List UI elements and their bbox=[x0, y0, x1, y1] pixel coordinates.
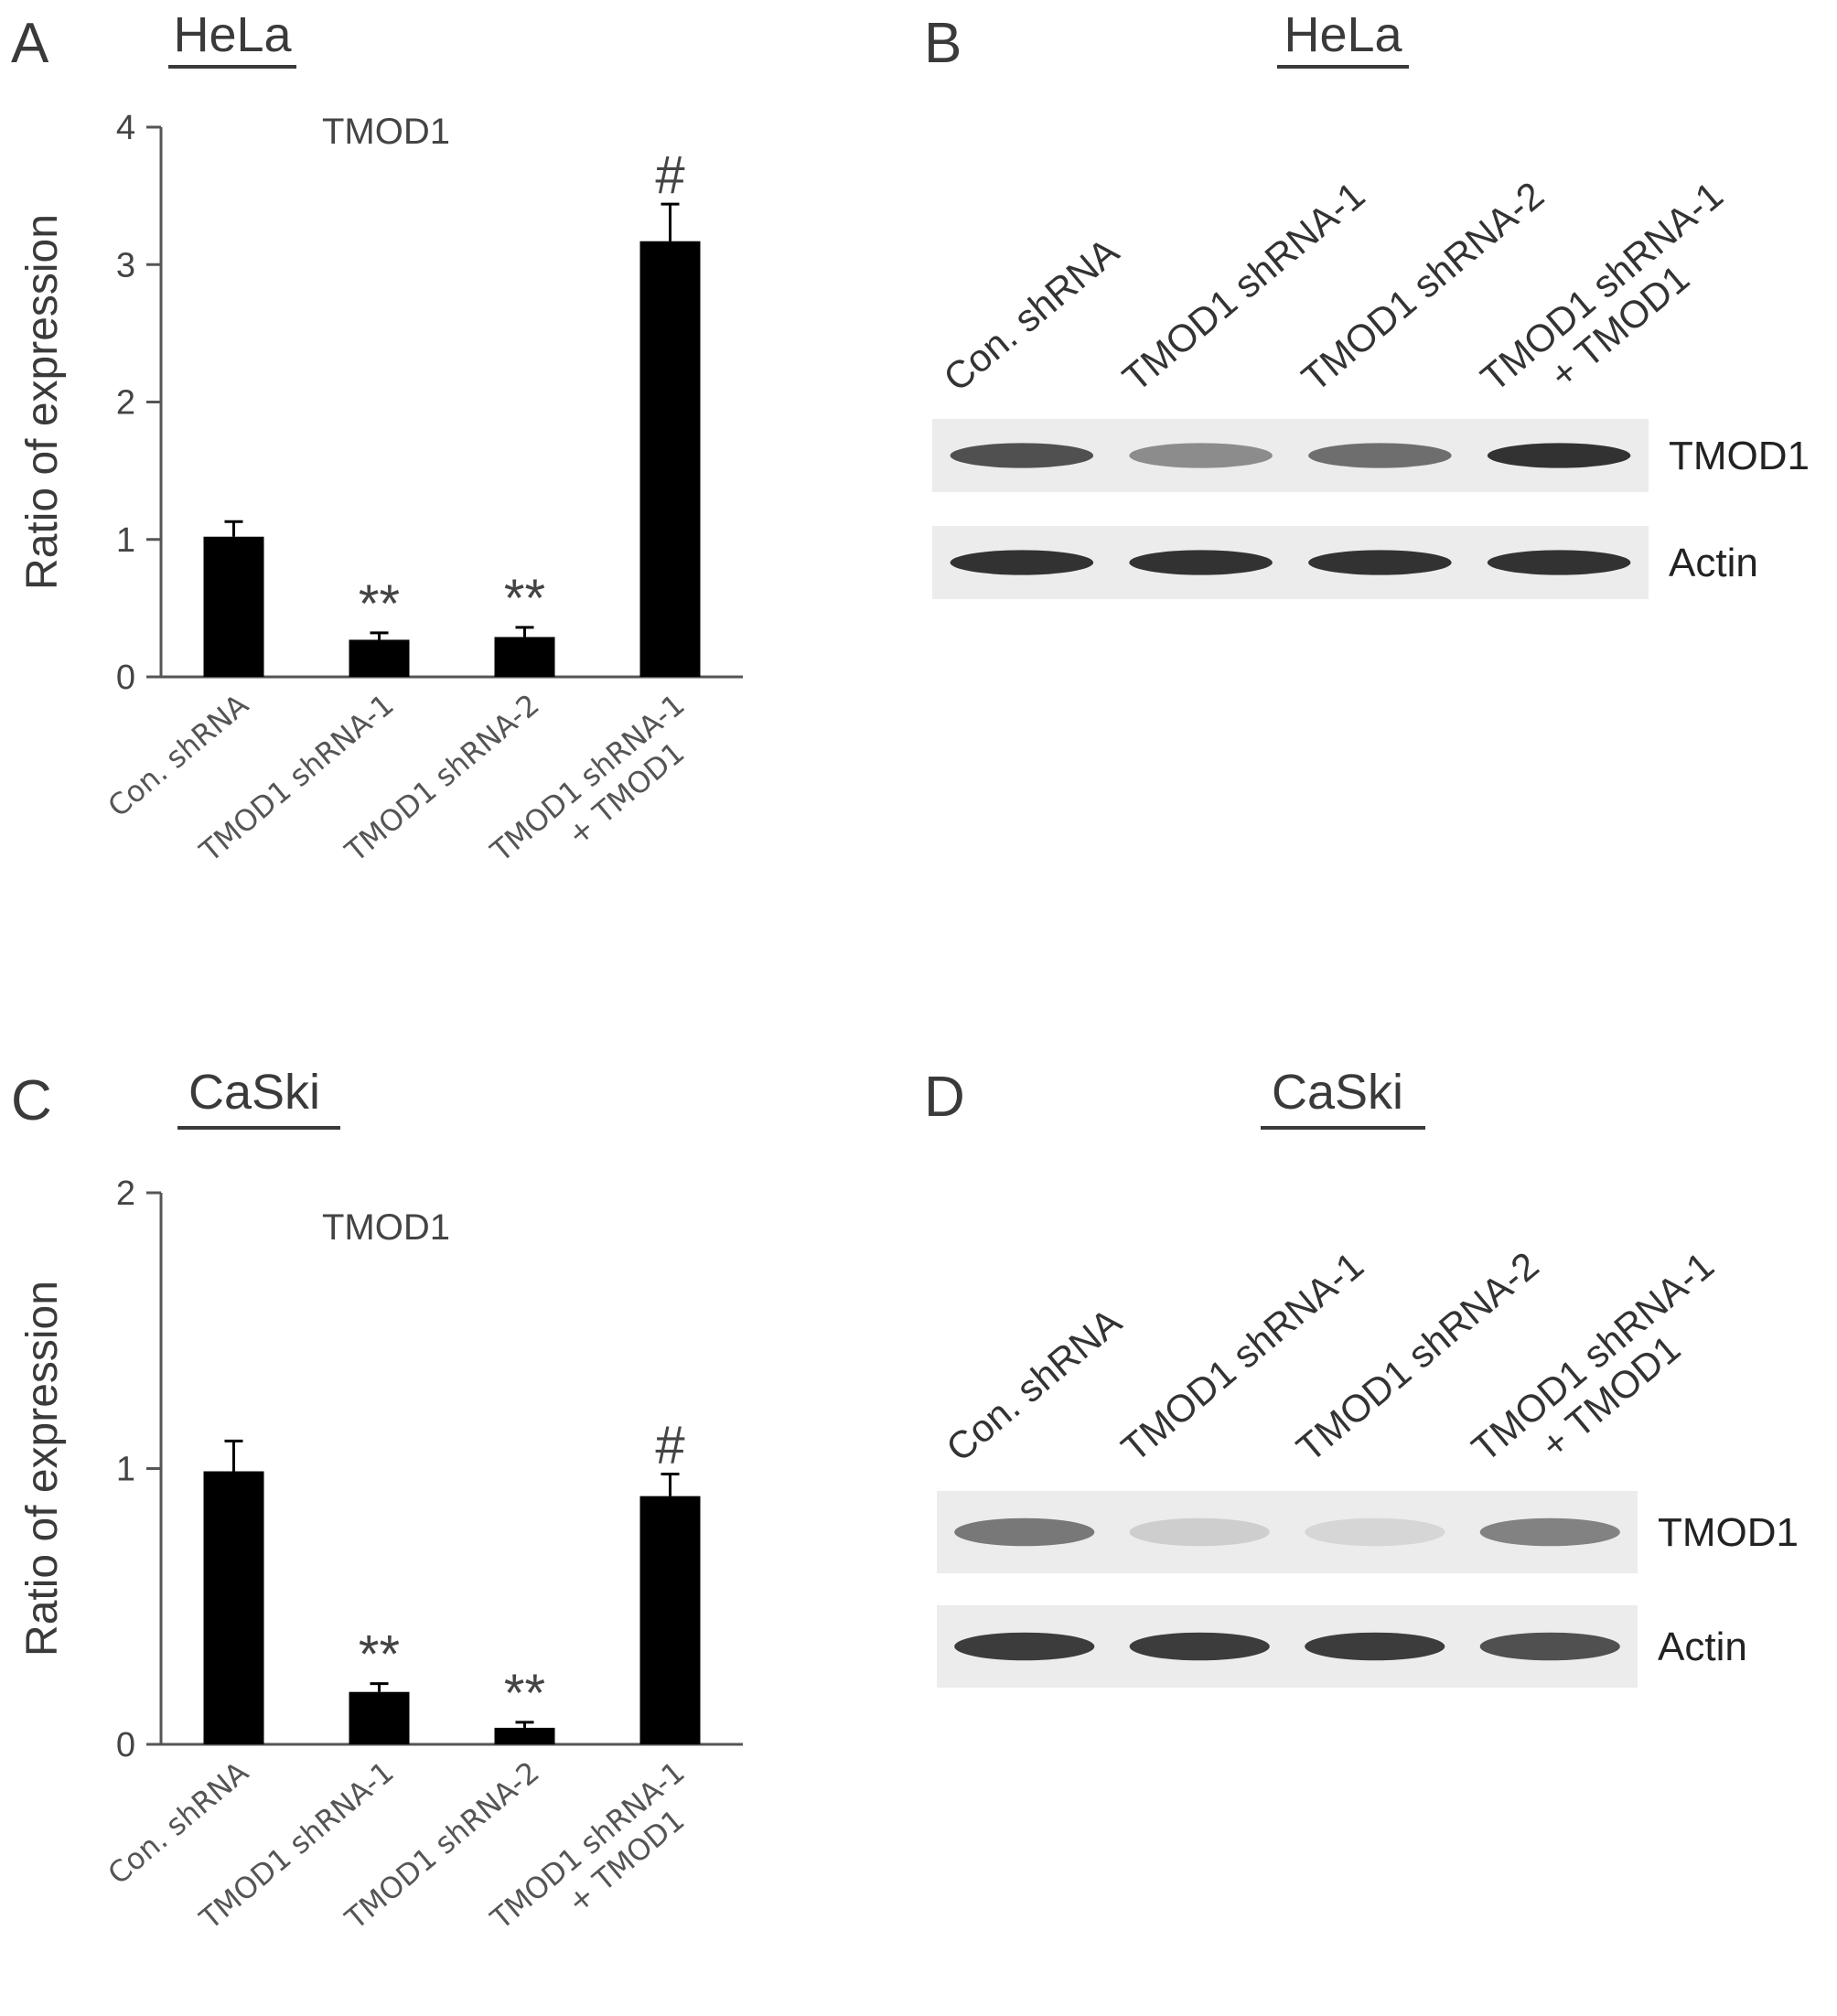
significance-marker: ** bbox=[504, 569, 545, 628]
bar bbox=[494, 1727, 555, 1744]
x-tick-label: Con. shRNA bbox=[102, 1754, 255, 1892]
significance-marker: ** bbox=[359, 574, 400, 634]
bar bbox=[639, 1496, 701, 1744]
blot-band bbox=[954, 1632, 1095, 1661]
bar bbox=[494, 637, 555, 677]
blot-row-label: Actin bbox=[1658, 1625, 1747, 1669]
panel-c-cell-line: CaSki bbox=[188, 1065, 320, 1120]
panel-a-cell-line: HeLa bbox=[173, 7, 292, 62]
significance-marker: # bbox=[655, 1416, 684, 1475]
blot-row-label: TMOD1 bbox=[1669, 434, 1810, 478]
panel-letter-d: D bbox=[924, 1066, 965, 1129]
blot-band bbox=[1305, 1517, 1445, 1547]
panel-letter-b: B bbox=[924, 12, 961, 75]
y-tick-label: 2 bbox=[116, 384, 135, 423]
chart-title: TMOD1 bbox=[322, 1207, 450, 1248]
y-axis-label: Ratio of expression bbox=[18, 214, 67, 590]
y-tick-label: 2 bbox=[116, 1174, 135, 1213]
blot-band bbox=[1487, 443, 1631, 468]
x-tick-label-line: Con. shRNA bbox=[102, 687, 255, 824]
y-tick-label: 0 bbox=[116, 659, 135, 697]
bar bbox=[349, 1691, 410, 1744]
blot-band bbox=[1305, 1632, 1445, 1661]
blot-band bbox=[1129, 1632, 1270, 1661]
lane-label: Con. shRNA bbox=[935, 230, 1126, 400]
blot-row-label: TMOD1 bbox=[1658, 1510, 1799, 1555]
blot-band bbox=[1308, 550, 1452, 575]
bar-chart-panel-a: 0 1 2 3 4 Ratio of expression TMOD1 Con. shRNA *… bbox=[18, 109, 743, 869]
blot-band bbox=[1129, 550, 1273, 575]
x-tick-label-line: Con. shRNA bbox=[102, 1754, 255, 1892]
blot-band bbox=[950, 550, 1094, 575]
panel-letter-c: C bbox=[11, 1069, 52, 1132]
blot-band bbox=[1129, 443, 1273, 468]
significance-marker: ** bbox=[504, 1664, 545, 1723]
bar bbox=[203, 1471, 264, 1744]
blot-band bbox=[1487, 550, 1631, 575]
significance-marker: ** bbox=[359, 1625, 400, 1685]
blot-band bbox=[1479, 1632, 1620, 1661]
lane-label-line: Con. shRNA bbox=[935, 230, 1126, 400]
blot-band bbox=[1308, 443, 1452, 468]
blot-band bbox=[954, 1517, 1095, 1547]
y-tick-label: 1 bbox=[116, 1451, 135, 1489]
blot-band bbox=[950, 443, 1094, 468]
panel-letter-a: A bbox=[11, 12, 49, 75]
y-axis-label: Ratio of expression bbox=[18, 1281, 67, 1657]
bar bbox=[203, 536, 264, 677]
x-tick-label: Con. shRNA bbox=[102, 687, 255, 824]
blot-band bbox=[1129, 1517, 1270, 1547]
y-tick-label: 0 bbox=[116, 1726, 135, 1764]
y-tick-label: 1 bbox=[116, 521, 135, 560]
blot-band bbox=[1479, 1517, 1620, 1547]
lane-label: Con. shRNA bbox=[938, 1300, 1129, 1470]
bar bbox=[639, 241, 701, 677]
y-tick-label: 3 bbox=[116, 246, 135, 284]
significance-marker: # bbox=[655, 145, 684, 205]
y-tick-label: 4 bbox=[116, 109, 135, 147]
lane-label-line: Con. shRNA bbox=[938, 1300, 1129, 1470]
blot-row-label: Actin bbox=[1669, 541, 1758, 585]
panel-b-cell-line: HeLa bbox=[1284, 7, 1402, 62]
panel-d-cell-line: CaSki bbox=[1272, 1065, 1403, 1120]
bar bbox=[349, 639, 410, 677]
chart-title: TMOD1 bbox=[322, 112, 450, 152]
